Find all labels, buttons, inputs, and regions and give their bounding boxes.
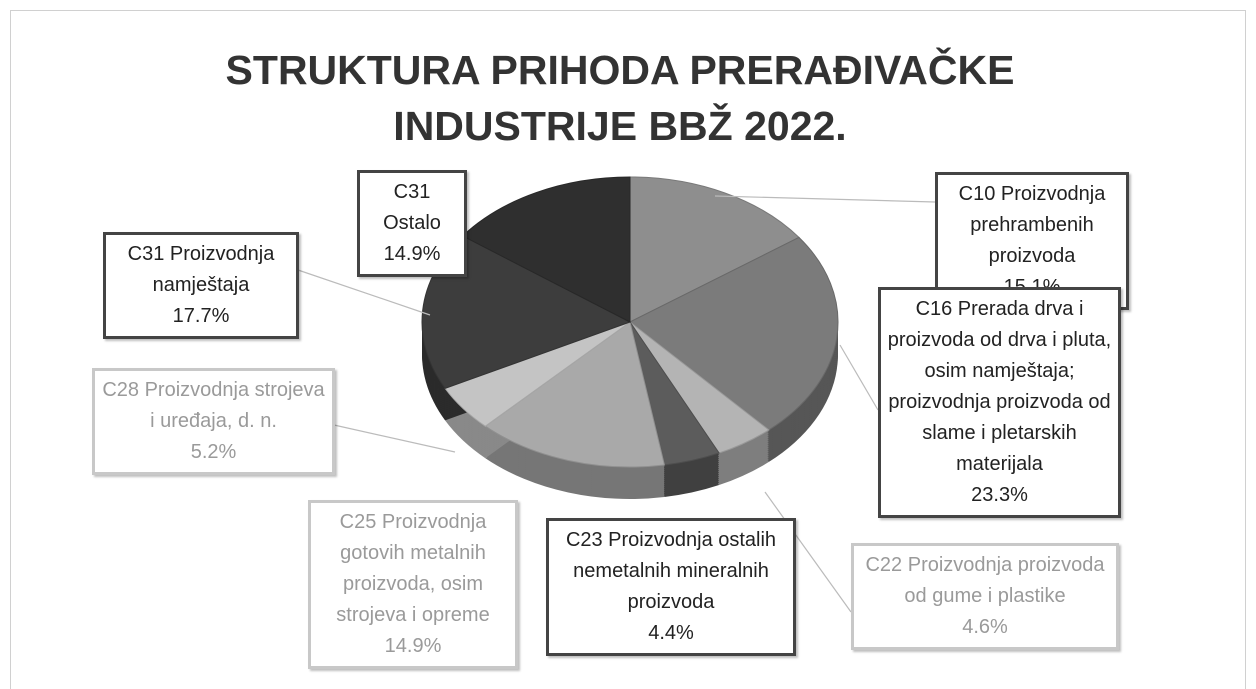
category-label: C28 Proizvodnja strojeva i uređaja, d. n… [102,379,325,432]
data-label: C31 Proizvodnja namještaja 17.7% [103,232,299,339]
category-label: C10 Proizvodnja prehrambenih proizvoda [958,183,1106,267]
value-label: 14.9% [384,635,442,657]
data-label: C23 Proizvodnja ostalih nemetalnih miner… [546,518,796,656]
chart-title: STRUKTURA PRIHODA PRERAĐIVAČKE INDUSTRIJ… [225,47,1015,149]
value-label: 5.2% [190,441,237,463]
category-label: C31 Ostalo [383,181,441,234]
slice [484,321,666,468]
leader-line [764,491,852,613]
category-label: C23 Proizvodnja ostalih nemetalnih miner… [565,529,777,613]
data-label: C31 Ostalo 14.9% [357,170,467,277]
data-label: C25 Proizvodnja gotovih metalnih proizvo… [308,500,518,669]
pie [421,176,839,499]
data-label: C16 Prerada drva i proizvoda od drva i p… [878,287,1121,518]
data-label: C22 Proizvodnja proizvoda od gume i plas… [851,543,1119,650]
leader-line [714,195,936,203]
value-label: 14.9% [383,243,441,265]
category-label: C31 Proizvodnja namještaja [127,243,275,296]
slice [629,236,839,431]
slice [629,176,800,323]
leader-line [297,269,431,316]
value-label: 23.3% [971,484,1028,506]
leader-line [333,424,456,453]
value-label: 17.7% [172,305,230,327]
slice [461,176,631,323]
category-label: C16 Prerada drva i proizvoda od drva i p… [887,298,1112,475]
category-label: C22 Proizvodnja proizvoda od gume i plas… [865,554,1105,607]
leader-lines [297,195,936,613]
leader-line [839,344,879,411]
value-label: 4.6% [962,616,1008,638]
value-label: 4.4% [648,622,694,644]
frame [10,10,1246,689]
category-label: C25 Proizvodnja gotovih metalnih proizvo… [336,511,490,626]
data-label: C28 Proizvodnja strojeva i uređaja, d. n… [92,368,335,475]
